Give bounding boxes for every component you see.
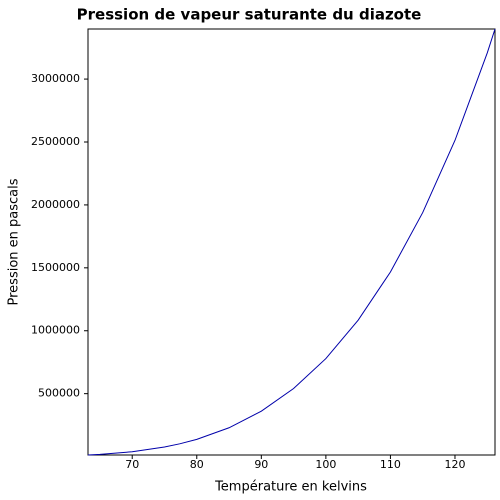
y-tick-label: 1000000 [31, 324, 80, 337]
x-axis-label: Température en kelvins [214, 480, 367, 495]
y-axis-label: Pression en pascals [7, 178, 22, 305]
x-tick-label: 90 [254, 458, 268, 471]
x-tick-label: 80 [190, 458, 204, 471]
x-tick-label: 110 [380, 458, 401, 471]
y-tick-label: 2000000 [31, 198, 80, 211]
y-tick-label: 3000000 [31, 72, 80, 85]
y-tick-label: 2500000 [31, 135, 80, 148]
x-tick-label: 70 [125, 458, 139, 471]
y-tick-label: 1500000 [31, 261, 80, 274]
y-tick-label: 500000 [38, 387, 80, 400]
data-line [87, 28, 496, 456]
chart-title: Pression de vapeur saturante du diazote [77, 6, 422, 24]
x-tick-label: 120 [444, 458, 465, 471]
x-tick-label: 100 [315, 458, 336, 471]
plot-frame [87, 28, 496, 456]
